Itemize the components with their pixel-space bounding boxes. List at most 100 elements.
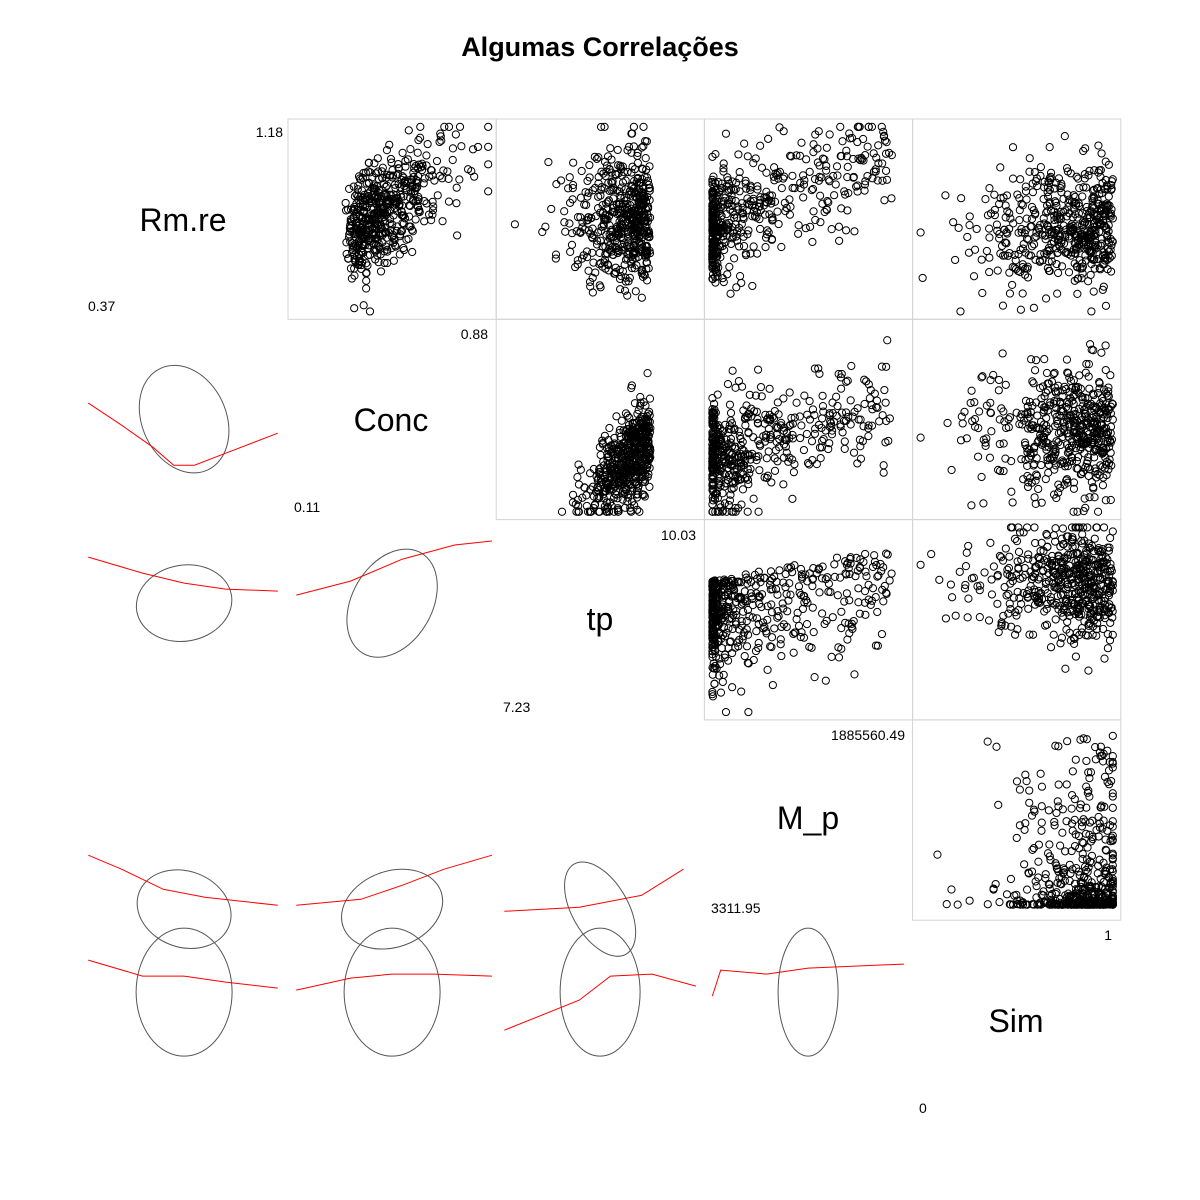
- data-point: [1024, 604, 1033, 613]
- data-point: [766, 430, 775, 439]
- data-point: [749, 242, 758, 251]
- data-point: [749, 494, 758, 503]
- data-point: [1017, 455, 1026, 464]
- data-point: [767, 199, 776, 208]
- data-point: [750, 203, 760, 212]
- data-point: [1041, 577, 1051, 587]
- data-point: [1031, 398, 1041, 407]
- data-point: [1051, 421, 1060, 431]
- data-point: [816, 218, 825, 227]
- data-point: [999, 251, 1008, 260]
- data-point: [1083, 438, 1093, 447]
- data-point: [603, 449, 612, 459]
- data-point: [881, 588, 891, 597]
- data-point: [749, 159, 758, 168]
- data-point: [358, 247, 367, 257]
- data-point: [1056, 459, 1065, 468]
- data-point: [370, 187, 379, 196]
- data-point: [833, 591, 842, 600]
- data-point: [1057, 262, 1067, 271]
- data-point: [420, 196, 429, 206]
- data-point: [359, 301, 368, 310]
- data-point: [1005, 599, 1014, 608]
- data-point: [1099, 404, 1108, 413]
- data-point: [406, 222, 415, 231]
- data-point: [1074, 556, 1083, 565]
- data-point: [616, 285, 625, 294]
- data-point: [576, 465, 585, 474]
- data-point: [1023, 408, 1032, 417]
- data-point: [1020, 860, 1029, 869]
- data-point: [596, 283, 605, 292]
- data-point: [726, 205, 735, 214]
- scatter-panel-conc-m-p: [703, 318, 914, 521]
- data-point: [582, 491, 591, 500]
- data-point: [362, 284, 371, 293]
- data-point: [995, 234, 1004, 243]
- data-point: [1024, 424, 1033, 433]
- data-point: [1053, 416, 1062, 426]
- data-point: [726, 434, 736, 443]
- data-point: [342, 238, 351, 247]
- data-point: [1096, 573, 1105, 582]
- data-point: [599, 494, 608, 503]
- data-point: [775, 566, 784, 575]
- data-point: [455, 122, 465, 131]
- data-point: [714, 178, 723, 187]
- data-point: [595, 492, 604, 501]
- data-point: [1003, 207, 1012, 216]
- data-point: [417, 159, 427, 168]
- data-point: [861, 610, 870, 619]
- data-point: [397, 226, 407, 236]
- data-point: [1061, 598, 1071, 607]
- data-point: [864, 421, 873, 430]
- data-point: [596, 450, 605, 460]
- data-point: [985, 224, 994, 233]
- data-point: [1103, 579, 1112, 588]
- data-point: [979, 499, 988, 508]
- data-point: [990, 190, 999, 199]
- data-point: [842, 146, 851, 155]
- data-point: [709, 420, 718, 429]
- data-point: [1081, 576, 1090, 585]
- data-point: [361, 234, 371, 244]
- data-point: [1015, 821, 1024, 830]
- chart-title: Algumas Correlações: [461, 32, 739, 62]
- data-point: [709, 208, 718, 217]
- data-point: [709, 444, 718, 453]
- data-point: [1084, 360, 1093, 369]
- data-point: [1081, 631, 1090, 640]
- data-point: [785, 579, 794, 588]
- data-point: [933, 850, 942, 859]
- data-point: [711, 661, 720, 671]
- data-point: [627, 259, 636, 268]
- data-point: [1055, 582, 1064, 591]
- data-point: [996, 163, 1005, 172]
- data-point: [631, 287, 640, 296]
- data-point: [1074, 586, 1083, 595]
- data-point: [438, 174, 447, 183]
- data-point: [726, 425, 735, 434]
- data-point: [552, 180, 561, 189]
- data-point: [790, 413, 799, 422]
- data-point: [600, 157, 610, 166]
- data-point: [1029, 303, 1039, 312]
- data-point: [1064, 432, 1073, 441]
- data-point: [872, 153, 881, 162]
- data-point: [849, 616, 858, 626]
- data-point: [832, 162, 842, 171]
- data-point: [582, 247, 592, 256]
- data-point: [383, 199, 392, 208]
- data-point: [837, 384, 846, 393]
- data-point: [626, 186, 635, 195]
- data-point: [992, 220, 1002, 229]
- data-point: [1100, 597, 1109, 606]
- data-point: [708, 625, 718, 634]
- data-point: [1080, 244, 1089, 253]
- data-point: [383, 196, 392, 205]
- data-point: [880, 196, 889, 205]
- data-point: [1065, 860, 1074, 869]
- data-point: [1060, 132, 1069, 141]
- data-point: [643, 176, 653, 186]
- data-point: [735, 167, 744, 177]
